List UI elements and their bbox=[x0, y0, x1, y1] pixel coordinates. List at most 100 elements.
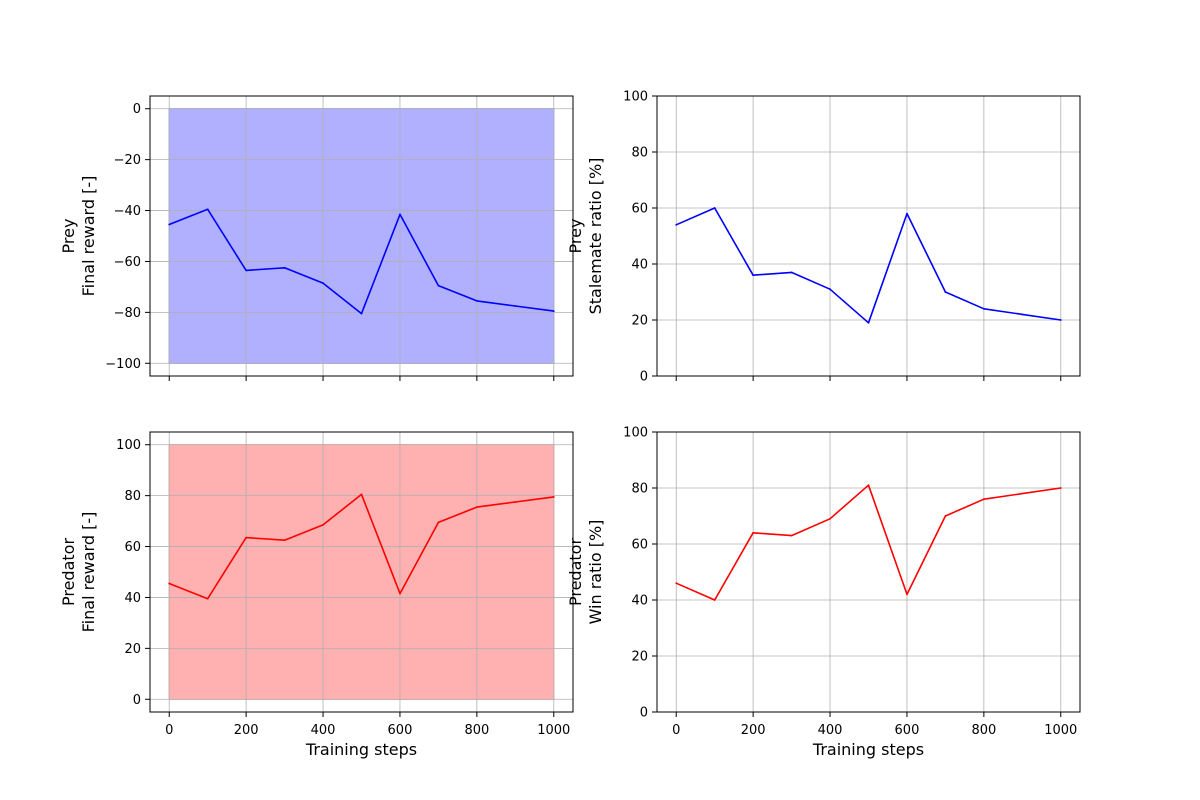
y-axis-label-line: Predator bbox=[566, 538, 585, 606]
y-axis-label: PreyStalemate ratio [%] bbox=[566, 158, 605, 315]
x-tick-label: 1000 bbox=[1044, 723, 1077, 738]
fill-band bbox=[168, 443, 555, 701]
y-tick-label: −60 bbox=[114, 255, 141, 270]
data-point bbox=[475, 300, 478, 302]
y-tick-label: 0 bbox=[640, 706, 648, 721]
series-line bbox=[675, 484, 1061, 601]
panel-predator-reward: 0 200 400 600 800 1000 0 20 40 60 80 100 PredatorFin… bbox=[59, 431, 574, 759]
panel-prey-stalemate: 0 20 40 60 80 100 PreyStalemate ratio [%] bbox=[566, 90, 1081, 385]
x-tick-label: 800 bbox=[971, 723, 996, 738]
y-tick-label: 0 bbox=[640, 370, 648, 385]
data-point bbox=[245, 269, 248, 272]
data-point bbox=[168, 582, 171, 585]
y-axis-label-line: Prey bbox=[59, 219, 78, 254]
y-axis-label: PredatorFinal reward [-] bbox=[59, 512, 98, 633]
x-tick-label: 600 bbox=[388, 723, 413, 738]
x-axis-label: Training steps bbox=[305, 740, 417, 759]
data-point bbox=[1021, 492, 1024, 495]
series-line bbox=[675, 207, 1061, 324]
data-point bbox=[790, 534, 793, 537]
y-axis-label-line: Final reward [-] bbox=[79, 176, 98, 297]
data-point bbox=[675, 223, 678, 226]
x-tick-label: 1000 bbox=[537, 723, 570, 738]
data-point bbox=[245, 536, 248, 539]
axes-frame bbox=[149, 431, 574, 713]
data-point bbox=[360, 312, 363, 315]
data-point bbox=[437, 521, 440, 524]
data-point bbox=[752, 274, 755, 277]
data-point bbox=[206, 597, 209, 600]
data-point bbox=[982, 307, 985, 310]
x-tick-label: 400 bbox=[818, 723, 843, 738]
y-tick-label: −40 bbox=[114, 204, 141, 219]
data-point bbox=[360, 493, 363, 496]
data-point bbox=[322, 524, 324, 526]
y-tick-label: 80 bbox=[631, 146, 648, 161]
y-tick-label: 40 bbox=[124, 591, 141, 606]
y-tick-label: 80 bbox=[124, 489, 141, 504]
data-point bbox=[867, 484, 870, 487]
y-tick-label: 0 bbox=[133, 102, 141, 117]
data-point bbox=[867, 321, 870, 324]
y-axis-label-line: Stalemate ratio [%] bbox=[586, 158, 605, 315]
y-tick-label: 100 bbox=[623, 426, 648, 441]
data-point bbox=[675, 582, 678, 585]
data-point bbox=[437, 284, 440, 287]
y-tick-label: 0 bbox=[133, 693, 141, 708]
x-tick-label: 600 bbox=[895, 723, 920, 738]
y-tick-label: −20 bbox=[114, 153, 141, 168]
y-axis-label-line: Prey bbox=[566, 219, 585, 254]
y-tick-label: −80 bbox=[114, 306, 141, 321]
data-point bbox=[906, 212, 908, 215]
y-tick-label: 20 bbox=[124, 642, 141, 657]
data-point bbox=[1059, 319, 1062, 321]
data-point bbox=[713, 599, 716, 601]
data-point bbox=[944, 515, 947, 517]
data-point bbox=[829, 517, 831, 520]
axes-frame bbox=[149, 95, 574, 377]
x-tick-label: 0 bbox=[165, 723, 173, 738]
y-axis-label-line: Predator bbox=[59, 538, 78, 606]
data-point bbox=[982, 498, 985, 501]
panel-prey-reward: −100 −80 −60 −40 −20 0 PreyFinal reward [-] bbox=[59, 95, 574, 381]
panel-predator-win: 0 200 400 600 800 1000 0 20 40 60 80 100 PredatorWin… bbox=[566, 426, 1081, 759]
y-tick-label: 100 bbox=[116, 438, 141, 453]
data-point bbox=[552, 496, 555, 498]
data-point bbox=[713, 207, 716, 209]
y-tick-label: 80 bbox=[631, 482, 648, 497]
data-point bbox=[1059, 487, 1062, 489]
y-tick-label: 20 bbox=[631, 650, 648, 665]
axes-frame bbox=[656, 95, 1081, 377]
y-axis-label: PredatorWin ratio [%] bbox=[566, 520, 605, 625]
x-tick-label: 400 bbox=[311, 723, 336, 738]
data-point bbox=[790, 271, 793, 274]
y-axis-label-line: Win ratio [%] bbox=[586, 520, 605, 625]
y-tick-label: −100 bbox=[105, 357, 141, 372]
x-axis-label: Training steps bbox=[812, 740, 924, 759]
data-point bbox=[906, 593, 908, 596]
y-tick-label: 60 bbox=[631, 538, 648, 553]
data-point bbox=[168, 223, 171, 226]
data-point bbox=[829, 288, 831, 291]
data-point bbox=[944, 291, 947, 293]
y-tick-label: 100 bbox=[623, 90, 648, 105]
y-tick-label: 40 bbox=[631, 594, 648, 609]
y-tick-label: 20 bbox=[631, 314, 648, 329]
data-point bbox=[322, 282, 324, 284]
data-point bbox=[514, 501, 517, 503]
x-tick-label: 800 bbox=[464, 723, 489, 738]
y-tick-label: 40 bbox=[631, 258, 648, 273]
fill-band bbox=[168, 107, 555, 365]
data-point bbox=[1021, 313, 1024, 316]
x-tick-label: 0 bbox=[672, 723, 680, 738]
data-point bbox=[514, 305, 517, 307]
y-tick-label: 60 bbox=[631, 202, 648, 217]
data-point bbox=[399, 592, 401, 595]
y-axis-label-line: Final reward [-] bbox=[79, 512, 98, 633]
axes-frame bbox=[656, 431, 1081, 713]
x-tick-label: 200 bbox=[234, 723, 259, 738]
data-point bbox=[752, 531, 755, 534]
y-tick-label: 60 bbox=[124, 540, 141, 555]
y-axis-label: PreyFinal reward [-] bbox=[59, 176, 98, 297]
